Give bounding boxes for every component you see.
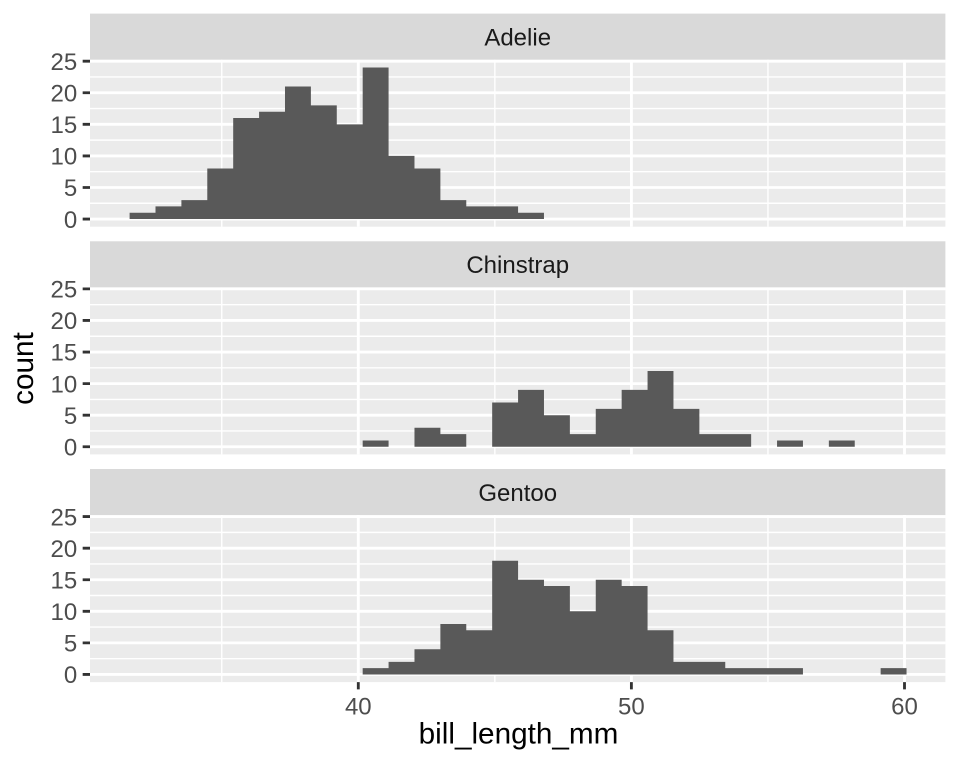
- svg-text:5: 5: [64, 403, 77, 430]
- svg-text:10: 10: [50, 599, 77, 626]
- svg-text:10: 10: [50, 371, 77, 398]
- svg-text:40: 40: [345, 693, 372, 720]
- svg-text:5: 5: [64, 175, 77, 202]
- svg-text:15: 15: [50, 340, 77, 367]
- svg-text:Chinstrap: Chinstrap: [466, 252, 569, 279]
- svg-text:bill_length_mm: bill_length_mm: [419, 718, 619, 751]
- svg-text:5: 5: [64, 631, 77, 658]
- svg-text:25: 25: [50, 49, 77, 76]
- svg-text:25: 25: [50, 277, 77, 304]
- svg-text:count: count: [7, 331, 40, 404]
- svg-text:15: 15: [50, 112, 77, 139]
- svg-text:10: 10: [50, 144, 77, 171]
- svg-text:20: 20: [50, 308, 77, 335]
- svg-text:50: 50: [618, 693, 645, 720]
- svg-text:60: 60: [891, 693, 918, 720]
- svg-text:15: 15: [50, 567, 77, 594]
- svg-text:25: 25: [50, 504, 77, 531]
- svg-text:20: 20: [50, 80, 77, 107]
- svg-text:20: 20: [50, 536, 77, 563]
- svg-text:0: 0: [64, 207, 77, 234]
- svg-text:0: 0: [64, 434, 77, 461]
- svg-text:Adelie: Adelie: [484, 24, 551, 51]
- svg-text:0: 0: [64, 662, 77, 689]
- svg-text:Gentoo: Gentoo: [478, 480, 557, 507]
